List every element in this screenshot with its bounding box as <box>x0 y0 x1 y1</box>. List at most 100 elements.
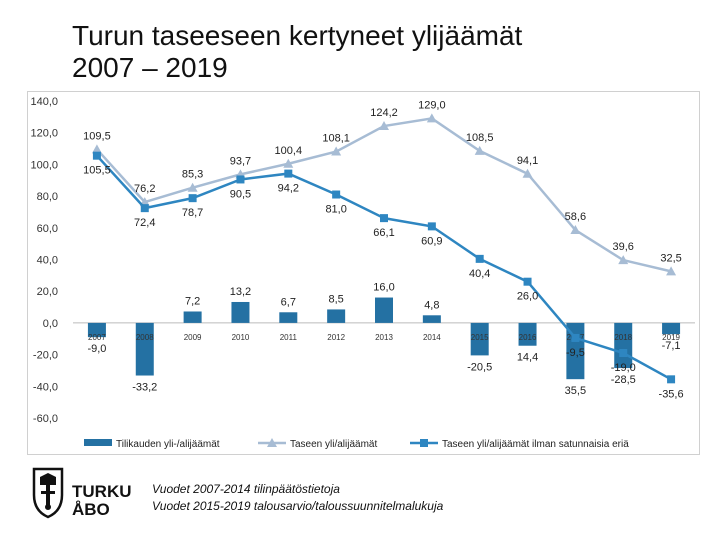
bar-2015 <box>470 322 489 356</box>
series-taseen-value-label: 100,4 <box>275 145 303 157</box>
slide-title: Turun taseeseen kertyneet ylijäämät 2007… <box>72 20 522 84</box>
series-taseen-point <box>91 144 102 154</box>
x-tick-label: 2019 <box>662 333 680 342</box>
x-tick-label: 2007 <box>88 333 106 342</box>
bar-value-label: 13,2 <box>230 286 251 298</box>
series-taseen-value-label: 108,1 <box>322 133 350 145</box>
series-taseen-point <box>570 225 581 235</box>
legend-swatch-marker <box>267 438 277 447</box>
x-tick-label: 2013 <box>375 333 393 342</box>
bar-value-label: -20,5 <box>467 361 492 373</box>
legend-label: Tilikauden yli-/alijäämät <box>116 439 220 450</box>
bar-2013 <box>375 297 393 323</box>
series-ilman-satunnaisia-value-label: 105,5 <box>83 165 111 177</box>
series-taseen-value-label: 124,2 <box>370 107 398 119</box>
series-taseen-point <box>426 113 437 123</box>
bar-2019 <box>662 322 681 335</box>
chart-frame: 140,0 120,0 100,0 80,0 60,0 40,0 20,0 0,0 -20,0 -… <box>27 91 700 455</box>
bar-value-label: 6,7 <box>281 296 296 308</box>
series-ilman-satunnaisia-point <box>475 254 484 263</box>
y-tick-label: 40,0 <box>37 255 58 267</box>
y-tick-label: 80,0 <box>37 191 58 203</box>
y-tick-label: -20,0 <box>33 350 58 362</box>
footer-line-1: Vuodet 2007-2014 tilinpäätöstietoja <box>152 482 340 496</box>
y-tick-label: 0,0 <box>43 318 58 330</box>
footer-line-2: Vuodet 2015-2019 talousarvio/taloussuunn… <box>152 499 444 513</box>
series-ilman-satunnaisia-value-label: -9,5 <box>566 347 585 359</box>
series-taseen-value-label: 39,6 <box>613 241 634 253</box>
series-ilman-satunnaisia-value-label: 66,1 <box>373 227 394 239</box>
series-taseen-value-label: 76,2 <box>134 183 155 195</box>
y-tick-label: -40,0 <box>33 381 58 393</box>
x-tick-label: 2018 <box>614 333 632 342</box>
bar-value-label: 8,5 <box>329 293 344 305</box>
y-tick-label: 20,0 <box>37 286 58 298</box>
legend-swatch-marker <box>420 439 428 447</box>
bar-2017 <box>566 322 585 380</box>
series-taseen-point <box>618 255 629 265</box>
series-taseen-value-label: 58,6 <box>565 211 586 223</box>
series-ilman-satunnaisia-value-label: 81,0 <box>325 204 346 216</box>
series-ilman-satunnaisia-point <box>140 204 149 213</box>
series-ilman-satunnaisia-value-label: 26,0 <box>517 291 538 303</box>
x-tick-label: 2009 <box>184 333 202 342</box>
y-tick-label: 120,0 <box>30 128 58 140</box>
series-taseen-point <box>283 158 294 168</box>
x-tick-label: 2012 <box>327 333 345 342</box>
bar-value-label: 14,4 <box>517 352 538 364</box>
title-line-1: Turun taseeseen kertyneet ylijäämät <box>72 20 523 51</box>
series-ilman-satunnaisia-point <box>667 375 676 384</box>
bar-2012 <box>327 309 346 323</box>
bar-value-label: -9,0 <box>87 343 106 355</box>
series-ilman-satunnaisia-value-label: 40,4 <box>469 268 490 280</box>
bar-2009 <box>183 311 202 323</box>
chart-border <box>27 91 700 455</box>
legend-swatch <box>84 439 112 446</box>
bar-2016 <box>518 322 537 346</box>
footer-note: Vuodet 2007-2014 tilinpäätöstietoja Vuod… <box>152 481 443 515</box>
series-ilman-satunnaisia-value-label: 90,5 <box>230 188 251 200</box>
series-taseen-value-label: 94,1 <box>517 155 538 167</box>
legend-label: Taseen yli/alijäämät <box>290 439 377 450</box>
bar-value-label: 4,8 <box>424 299 439 311</box>
series-ilman-satunnaisia-point <box>332 190 341 199</box>
series-taseen-point <box>522 168 533 178</box>
bar-value-label: 35,5 <box>565 385 586 397</box>
series-taseen-point <box>331 146 342 156</box>
series-taseen-point <box>474 145 485 155</box>
series-ilman-satunnaisia-value-label: -19,0 <box>611 362 636 374</box>
series-ilman-satunnaisia-value-label: 94,2 <box>278 183 299 195</box>
bar-value-label: -33,2 <box>132 382 157 394</box>
bar-2010 <box>231 301 250 323</box>
series-ilman-satunnaisia-point <box>523 277 532 286</box>
x-tick-label: 2011 <box>280 333 298 342</box>
y-tick-label: 140,0 <box>30 96 58 108</box>
series-ilman-satunnaisia-point <box>619 349 628 358</box>
series-ilman-satunnaisia-point <box>188 194 197 203</box>
bar-value-label: 16,0 <box>373 282 394 294</box>
bar-2011 <box>279 312 298 323</box>
legend-label: Taseen yli/alijäämät ilman satunnaisia e… <box>442 439 629 450</box>
series-ilman-satunnaisia-point <box>571 333 580 342</box>
series-taseen-point <box>666 266 677 276</box>
chart-svg: 140,0 120,0 100,0 80,0 60,0 40,0 20,0 0,0 -20,0 -… <box>27 91 700 455</box>
series-taseen-point <box>379 121 389 131</box>
bar-value-label: 7,2 <box>185 295 200 307</box>
y-tick-label: -60,0 <box>33 413 58 425</box>
series-ilman-satunnaisia-point <box>236 175 245 184</box>
y-tick-label: 60,0 <box>37 223 58 235</box>
series-ilman-satunnaisia-point <box>92 151 101 160</box>
series-ilman-satunnaisia-value-label: -35,6 <box>659 388 684 400</box>
series-taseen-value-label: 108,5 <box>466 132 494 144</box>
turku-logo: TURKU ÅBO <box>30 465 150 525</box>
series-taseen-value-label: 109,5 <box>83 130 111 142</box>
x-tick-label: 2010 <box>232 333 250 342</box>
coat-of-arms-icon <box>32 467 64 519</box>
x-tick-label: 2014 <box>423 333 441 342</box>
series-taseen-value-label: 32,5 <box>660 252 681 264</box>
x-tick-label: 2015 <box>471 333 489 342</box>
series-ilman-satunnaisia-value-label: 78,7 <box>182 207 203 219</box>
series-taseen-value-label: 93,7 <box>230 155 251 167</box>
bar-2008 <box>135 322 154 376</box>
x-tick-label: 2016 <box>519 333 537 342</box>
